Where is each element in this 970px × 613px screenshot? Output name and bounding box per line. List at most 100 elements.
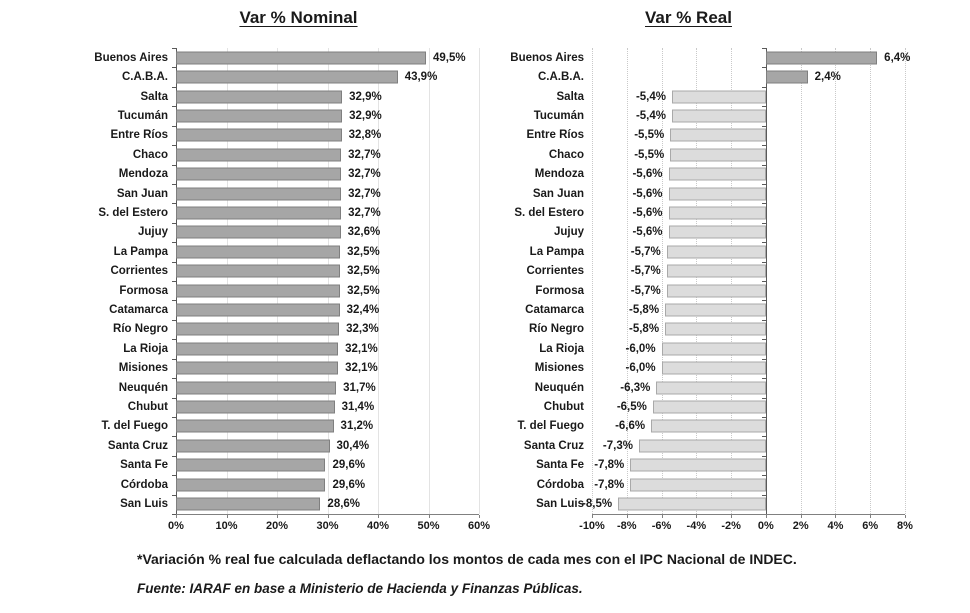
bar xyxy=(666,245,766,259)
bar xyxy=(176,264,341,278)
bar xyxy=(176,458,326,472)
bar-cell: -7,8% xyxy=(592,475,905,494)
bar-cell: 31,4% xyxy=(176,397,479,416)
bar xyxy=(665,322,766,336)
value-label: 32,7% xyxy=(348,206,381,219)
bar xyxy=(176,206,342,220)
category-label: Santa Fe xyxy=(536,459,584,472)
bar-cell: -6,0% xyxy=(592,339,905,358)
category-label: S. del Estero xyxy=(514,206,584,219)
bar-cell: 32,4% xyxy=(176,300,479,319)
x-axis-line xyxy=(176,514,479,515)
category-label: C.A.B.A. xyxy=(122,71,168,84)
y-axis-tick xyxy=(761,125,766,127)
category-label: Mendoza xyxy=(118,168,168,181)
x-axis-tick xyxy=(835,515,837,518)
value-label: -7,3% xyxy=(602,439,633,452)
bar-cell: 32,7% xyxy=(176,145,479,164)
chart-body-nominal: Buenos Aires 49,5% C.A.B.A. 43,9% Salta 32,9%… xyxy=(86,48,490,532)
bar xyxy=(670,128,766,142)
y-axis-line xyxy=(176,48,177,514)
category-label: Catamarca xyxy=(109,303,168,316)
chart-body-real: Buenos Aires 6,4% C.A.B.A. 2,4% Salta -5,4% Tu… xyxy=(500,48,913,532)
chart-row: Salta -5,4% xyxy=(500,87,905,106)
chart-row: Tucumán 32,9% xyxy=(86,106,479,125)
x-axis-tick xyxy=(870,515,872,518)
chart-row: Buenos Aires 6,4% xyxy=(500,48,910,67)
category-label: Córdoba xyxy=(536,478,584,491)
plot-area-nominal xyxy=(172,48,480,518)
bar xyxy=(671,90,766,104)
bar-cell: -5,4% xyxy=(592,106,905,125)
value-label: -6,6% xyxy=(615,420,646,433)
x-tick-label: -6% xyxy=(651,520,672,532)
y-axis-tick xyxy=(172,319,176,321)
chart-row: Jujuy 32,6% xyxy=(86,223,479,242)
bar xyxy=(656,381,766,395)
chart-row: Entre Ríos 32,8% xyxy=(86,126,479,145)
gridline xyxy=(835,48,837,514)
x-tick-label: 30% xyxy=(316,520,339,532)
x-axis-tick xyxy=(731,515,733,518)
chart-row: S. del Estero 32,7% xyxy=(86,203,479,222)
bar-cell: 32,7% xyxy=(176,164,479,183)
chart-row: Formosa -5,7% xyxy=(500,281,905,300)
category-label: Chaco xyxy=(548,148,584,161)
category-label: Neuquén xyxy=(534,381,584,394)
category-label: Chaco xyxy=(132,148,168,161)
category-label: La Pampa xyxy=(529,245,584,258)
chart-row: Neuquén 31,7% xyxy=(86,378,479,397)
y-axis-tick xyxy=(172,494,176,496)
y-axis-tick xyxy=(172,436,176,438)
value-label: -6,5% xyxy=(616,401,647,414)
bar-cell: -6,6% xyxy=(592,417,905,436)
bar-cell: -5,7% xyxy=(592,281,905,300)
bar xyxy=(765,70,808,84)
chart-var-real: Var % Real Buenos Aires 6,4% C.A.B.A. 2,4% S… xyxy=(500,8,913,532)
value-label: 31,2% xyxy=(340,420,374,433)
x-axis-tick xyxy=(378,515,379,518)
gridline xyxy=(327,48,329,514)
bar-cell: 32,9% xyxy=(176,87,479,106)
chart-var-nominal: Var % Nominal Buenos Aires 49,5% C.A.B.A. 4… xyxy=(86,8,490,532)
value-label: -5,6% xyxy=(632,206,663,219)
x-tick-label: 0% xyxy=(168,520,184,532)
chart-row: Chaco -5,5% xyxy=(500,145,905,164)
bar-cell: 28,6% xyxy=(176,494,479,513)
value-label: 31,4% xyxy=(341,401,375,414)
y-axis-tick xyxy=(761,222,766,224)
bar-cell: 32,1% xyxy=(176,359,479,378)
value-label: -5,8% xyxy=(629,303,660,316)
value-label: -7,8% xyxy=(594,459,625,472)
footnote-deflation: *Variación % real fue calculada deflacta… xyxy=(137,551,797,567)
bar xyxy=(176,342,339,356)
y-axis-tick xyxy=(761,339,766,341)
value-label: 32,7% xyxy=(348,168,381,181)
chart-row: T. del Fuego -6,6% xyxy=(500,417,905,436)
x-axis-tick xyxy=(327,515,329,518)
x-tick-label: -4% xyxy=(686,520,707,532)
bar xyxy=(176,497,321,511)
gridline xyxy=(226,48,228,514)
x-tick-label: -2% xyxy=(721,520,741,532)
chart-row: Chubut -6,5% xyxy=(500,397,905,416)
category-label: Santa Fe xyxy=(120,459,168,472)
chart-row: T. del Fuego 31,2% xyxy=(86,417,479,436)
chart-row: Córdoba 29,6% xyxy=(86,475,479,494)
category-label: San Luis xyxy=(120,498,168,511)
y-axis-tick xyxy=(761,261,766,263)
bar xyxy=(630,478,766,492)
category-label: Río Negro xyxy=(113,323,168,336)
category-label: Buenos Aires xyxy=(510,51,584,64)
bar xyxy=(176,187,342,201)
chart-row: Córdoba -7,8% xyxy=(500,475,905,494)
bar xyxy=(671,109,766,123)
plot-area-real xyxy=(592,48,906,518)
value-label: -6,0% xyxy=(625,362,656,375)
chart-row: Chubut 31,4% xyxy=(86,397,479,416)
bar xyxy=(630,458,766,472)
y-axis-tick xyxy=(761,319,766,321)
bar-cell: 32,7% xyxy=(176,184,479,203)
bar-cell: -5,7% xyxy=(592,261,905,280)
x-axis-tick xyxy=(226,515,228,518)
